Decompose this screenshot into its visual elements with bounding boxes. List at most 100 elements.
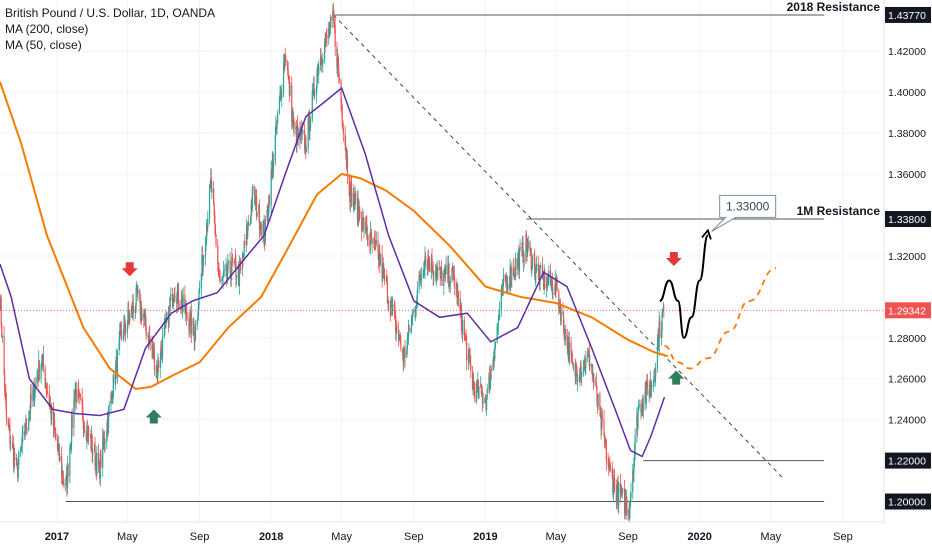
ma50-line <box>0 86 666 458</box>
candle-body <box>355 193 357 199</box>
candle-body <box>349 183 352 203</box>
candle-body <box>98 452 100 466</box>
candle-body <box>127 310 130 318</box>
candle-body <box>449 281 451 287</box>
candle-body <box>155 369 157 370</box>
candle-body <box>176 290 178 305</box>
candle-body <box>5 402 8 419</box>
candle-body <box>258 204 261 230</box>
candle-body <box>566 329 568 343</box>
candle-body <box>313 83 315 97</box>
x-tick-label: May <box>117 531 138 543</box>
candle-body <box>24 431 26 436</box>
candle-body <box>558 291 560 311</box>
candle-body <box>133 308 135 313</box>
candle-body <box>549 270 552 285</box>
candle-body <box>106 431 108 442</box>
candle-body <box>412 310 414 313</box>
candle-body <box>197 306 200 317</box>
candle-body <box>21 434 23 446</box>
candle-body <box>374 240 376 242</box>
candle-body <box>161 336 164 357</box>
candle-body <box>341 102 343 106</box>
candle-body <box>533 257 535 259</box>
candle-body <box>410 318 413 329</box>
candle-body <box>274 135 276 161</box>
candle-body <box>498 310 501 320</box>
candle-body <box>1 324 3 338</box>
candle-body <box>281 93 283 98</box>
ma200-line <box>0 81 669 390</box>
candle-body <box>124 319 126 331</box>
candle-body <box>308 113 310 132</box>
candle-body <box>655 366 657 377</box>
candle-body <box>459 298 461 311</box>
candle-body <box>240 268 242 270</box>
candle-body <box>159 360 161 368</box>
candle-body <box>585 356 587 369</box>
candle-body <box>653 376 655 384</box>
candle-body <box>277 112 279 123</box>
candle-body <box>223 270 225 272</box>
candle-body <box>55 433 57 440</box>
candle-body <box>69 448 71 477</box>
callout-box <box>711 194 777 232</box>
candle-body <box>160 347 163 351</box>
candle-body <box>354 193 356 205</box>
candle-body <box>478 387 480 398</box>
candle-body <box>410 328 412 331</box>
candle-body <box>504 274 506 280</box>
candle-body <box>193 319 195 331</box>
candle-body <box>9 442 12 444</box>
candle-body <box>208 184 211 219</box>
candle-body <box>270 169 272 206</box>
candle-body <box>576 370 578 382</box>
candle-body <box>436 269 438 279</box>
candle-body <box>48 394 50 407</box>
candle-body <box>632 471 634 493</box>
candle-body <box>40 363 42 379</box>
candle-body <box>46 392 49 395</box>
candle-body <box>235 263 237 279</box>
candle-body <box>626 499 628 515</box>
candle-body <box>254 198 256 205</box>
candle-body <box>348 175 350 196</box>
candle-body <box>163 326 165 337</box>
candle-body <box>646 381 648 383</box>
candle-body <box>399 335 401 344</box>
candle-body <box>321 62 323 65</box>
candle-body <box>365 222 367 225</box>
level-value-text: 1.20000 <box>888 497 926 509</box>
candle-body <box>654 376 656 378</box>
candle-body <box>32 389 34 401</box>
candle-body <box>391 300 393 308</box>
candle-body <box>21 445 23 447</box>
candle-body <box>656 343 659 367</box>
candle-body <box>534 258 536 277</box>
candle-body <box>211 188 213 193</box>
candle-body <box>251 188 254 209</box>
candle-body <box>592 373 595 381</box>
y-tick-label: 1.42000 <box>888 46 926 58</box>
candle-body <box>394 311 396 315</box>
candle-body <box>262 224 264 235</box>
candle-body <box>560 311 562 322</box>
candle-body <box>54 429 56 434</box>
candle-body <box>342 128 344 134</box>
candle-body <box>210 177 212 193</box>
candle-body <box>490 369 492 381</box>
level-value-box <box>885 452 931 469</box>
candle-body <box>346 156 349 176</box>
candle-body <box>342 120 344 129</box>
candle-body <box>386 279 388 282</box>
candle-body <box>17 464 19 478</box>
legend-ma50: MA (50, close) <box>5 38 82 52</box>
candle-body <box>96 452 98 474</box>
candle-body <box>221 279 224 281</box>
candle-body <box>575 366 578 371</box>
candle-body <box>225 264 228 277</box>
candle-body <box>418 275 420 290</box>
candle-body <box>439 267 441 270</box>
candle-body <box>445 264 447 275</box>
